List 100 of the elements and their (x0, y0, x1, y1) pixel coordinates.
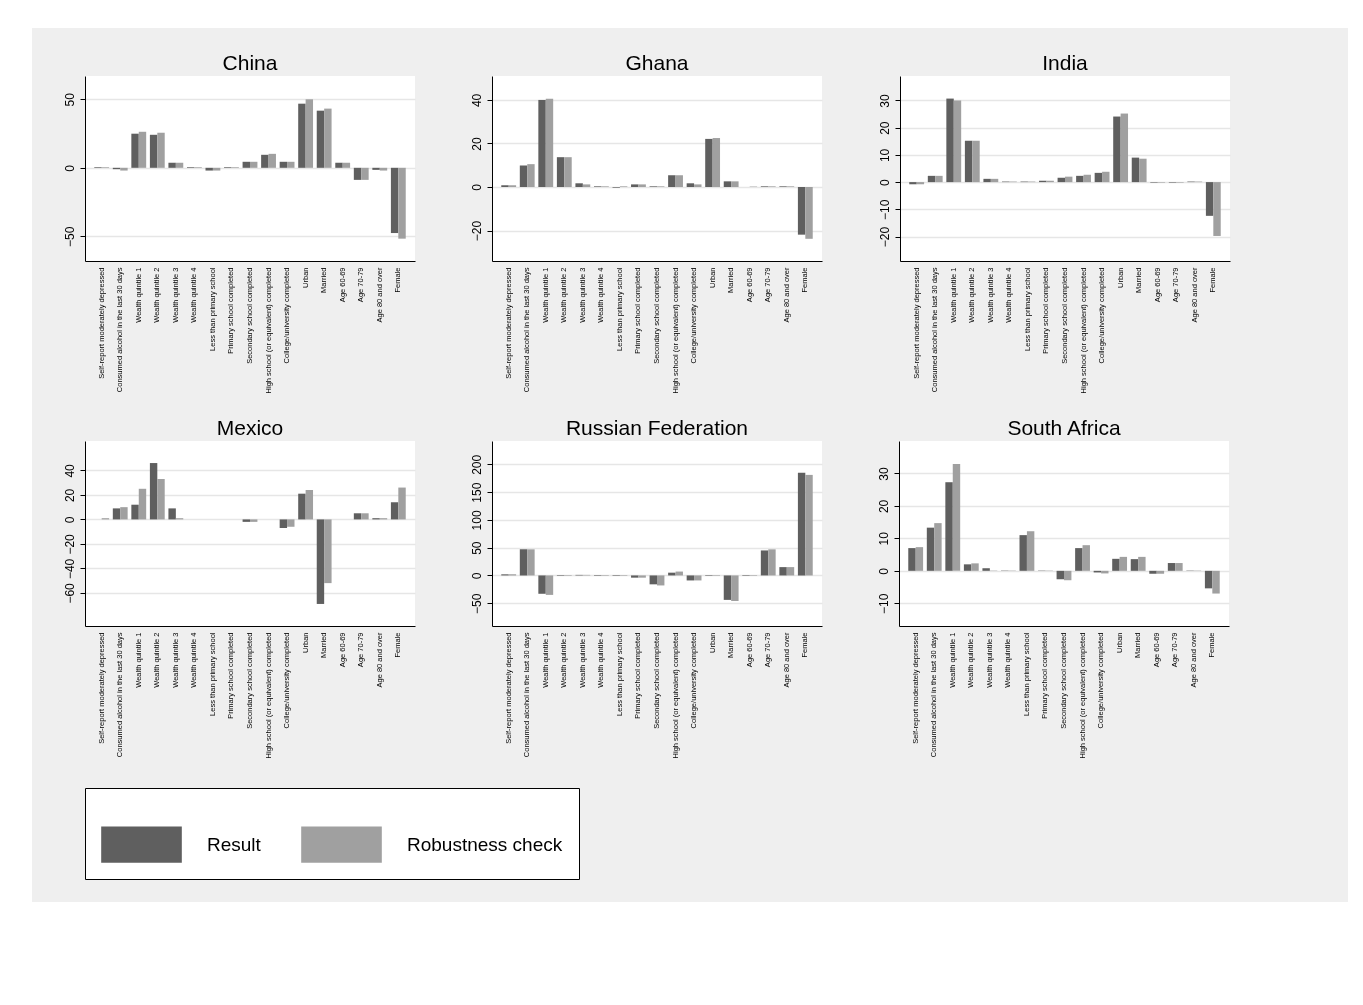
bar (927, 175, 936, 183)
y-tick-label: 0 (469, 572, 484, 580)
bar (731, 575, 739, 601)
bar (657, 575, 665, 586)
bar (982, 568, 990, 571)
chart-title: Russian Federation (565, 416, 749, 439)
y-tick-label: −40 (62, 558, 77, 580)
bar (538, 99, 546, 187)
bar (157, 132, 165, 168)
bar (168, 162, 176, 168)
bar (305, 99, 314, 168)
y-tick-label: 0 (877, 178, 892, 186)
bar (1167, 563, 1176, 571)
bar (963, 564, 972, 571)
y-tick-label: −10 (876, 593, 891, 614)
bar (538, 575, 546, 594)
bar (945, 482, 953, 571)
bar (120, 167, 128, 171)
bar (545, 575, 554, 595)
bar (390, 502, 399, 520)
bar (934, 523, 942, 571)
bar (298, 103, 306, 168)
bar (909, 182, 917, 185)
bar (1076, 175, 1084, 183)
bar (556, 157, 565, 187)
bar (686, 575, 695, 581)
chart-title: Mexico (216, 416, 284, 439)
y-tick-label: −50 (62, 226, 77, 248)
bar (519, 165, 528, 187)
bar (694, 184, 702, 187)
bar (287, 161, 295, 168)
bar (1019, 535, 1027, 571)
bar (261, 154, 269, 168)
y-tick-label: −60 (62, 582, 77, 604)
bar (131, 504, 139, 520)
bar (527, 549, 535, 576)
bar (353, 167, 362, 180)
y-tick-label: 0 (876, 567, 891, 575)
y-tick-label: 0 (62, 516, 77, 524)
bar (797, 472, 806, 576)
chart-title: Ghana (625, 51, 689, 74)
bar (797, 187, 806, 235)
y-tick-label: 0 (62, 164, 77, 172)
bar (953, 100, 962, 183)
bar (242, 519, 250, 522)
chart-title: India (1042, 51, 1089, 74)
bar (1083, 174, 1091, 183)
bar (149, 463, 158, 520)
bar (638, 184, 646, 187)
bar (575, 183, 583, 187)
bar (250, 161, 258, 168)
bar (398, 487, 406, 520)
y-tick-label: 10 (877, 148, 892, 163)
bar (361, 167, 369, 180)
bar (298, 493, 306, 520)
bar (205, 167, 213, 171)
bar (686, 183, 695, 187)
bar (279, 161, 288, 168)
bar (964, 140, 973, 183)
bar (1094, 172, 1103, 183)
y-tick-label: 100 (469, 510, 484, 531)
bar (649, 575, 657, 585)
bar (372, 167, 380, 170)
bar (971, 563, 979, 571)
bar (316, 110, 325, 168)
bar (1204, 570, 1213, 589)
y-tick-label: 40 (62, 463, 77, 478)
y-tick-label: 20 (62, 488, 77, 503)
y-tick-label: 10 (876, 531, 891, 546)
bar (731, 181, 739, 187)
bar (1138, 556, 1146, 571)
bar (324, 519, 332, 584)
bar (305, 490, 314, 520)
bar (1075, 548, 1083, 571)
bar (287, 519, 295, 527)
bar (212, 167, 221, 171)
bar (324, 108, 332, 168)
y-tick-label: 30 (876, 466, 891, 481)
bar (1149, 570, 1157, 574)
bar (952, 464, 961, 571)
y-tick-label: 0 (469, 183, 484, 191)
bar (582, 184, 591, 187)
bar (1120, 113, 1129, 183)
bar (638, 575, 646, 578)
bar (335, 162, 343, 168)
bar (768, 549, 776, 576)
bar (131, 133, 139, 168)
y-tick-label: 50 (469, 541, 484, 555)
y-tick-label: 200 (469, 454, 484, 475)
bar (120, 507, 128, 520)
bar (946, 98, 954, 183)
bar (138, 131, 147, 168)
bar (723, 181, 732, 187)
bar (342, 162, 351, 168)
bar (1131, 157, 1140, 183)
bar (1205, 182, 1214, 216)
bar (805, 187, 813, 239)
bar (353, 513, 362, 520)
bar (1139, 158, 1147, 183)
y-tick-label: 20 (469, 136, 484, 151)
